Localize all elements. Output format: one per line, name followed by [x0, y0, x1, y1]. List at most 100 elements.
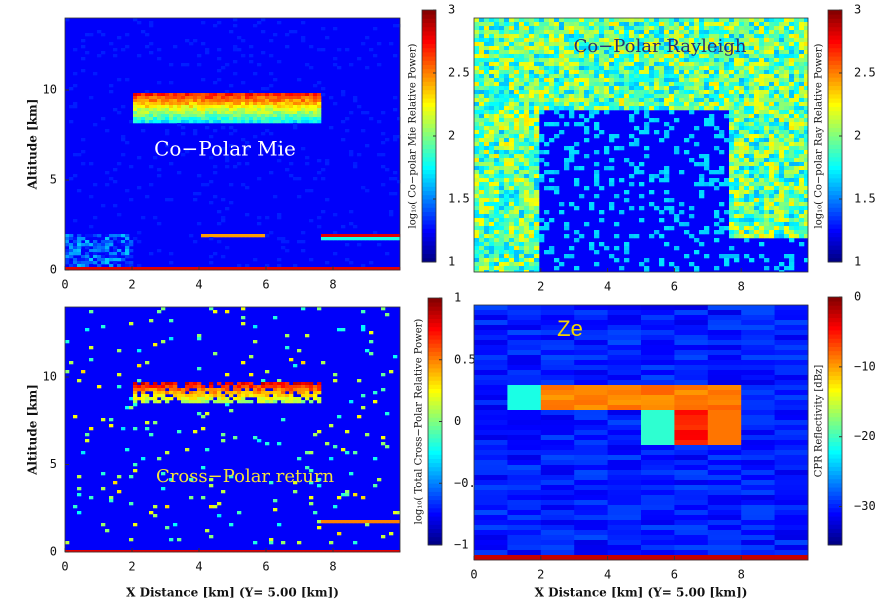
- heatmap-cell: [524, 18, 529, 22]
- heatmap-cell: [559, 50, 564, 54]
- heatmap-cell: [325, 162, 329, 165]
- heatmap-cell: [165, 385, 169, 388]
- heatmap-cell: [619, 62, 624, 66]
- heatmap-cell: [145, 114, 149, 117]
- heatmap-cell: [504, 126, 509, 130]
- heatmap-cell: [709, 62, 714, 66]
- heatmap-cell: [794, 106, 799, 110]
- heatmap-cell: [345, 117, 349, 120]
- heatmap-cell: [649, 30, 654, 34]
- heatmap-cell: [237, 391, 241, 394]
- heatmap-cell: [779, 214, 784, 218]
- heatmap-cell: [269, 132, 273, 135]
- heatmap-cell: [145, 105, 149, 108]
- heatmap-cell: [549, 26, 554, 30]
- heatmap-cell: [514, 66, 519, 70]
- heatmap-cell: [719, 78, 724, 82]
- heatmap-cell: [754, 190, 759, 194]
- x-tick-label: 2: [128, 560, 135, 574]
- colorbar-segment: [428, 426, 442, 431]
- heatmap-cell: [484, 246, 489, 250]
- heatmap-cell: [101, 33, 105, 36]
- heatmap-cell: [265, 93, 269, 96]
- heatmap-cell: [634, 86, 639, 90]
- heatmap-cell: [779, 50, 784, 54]
- heatmap-cell: [499, 70, 504, 74]
- heatmap-cell: [664, 26, 669, 30]
- heatmap-cell: [749, 206, 754, 210]
- heatmap-cell: [724, 18, 729, 22]
- heatmap-cell: [273, 114, 277, 117]
- heatmap-cell: [365, 189, 369, 192]
- heatmap-cell: [754, 78, 759, 82]
- heatmap-cell: [719, 106, 724, 110]
- heatmap-cell: [539, 150, 544, 154]
- heatmap-cell: [257, 93, 261, 96]
- heatmap-cell: [193, 391, 197, 394]
- heatmap-cell: [644, 130, 649, 134]
- heatmap-cell: [639, 206, 644, 210]
- heatmap-cell: [744, 178, 749, 182]
- heatmap-cell: [145, 117, 149, 120]
- heatmap-cell: [629, 162, 634, 166]
- colorbar-segment: [828, 27, 842, 32]
- heatmap-cell: [669, 62, 674, 66]
- heatmap-cell: [185, 120, 189, 123]
- heatmap-cell: [514, 126, 519, 130]
- heatmap-cell: [784, 42, 789, 46]
- heatmap-cell: [221, 394, 225, 397]
- heatmap-cell: [749, 46, 754, 50]
- heatmap-cell: [169, 111, 173, 114]
- heatmap-cell: [133, 102, 137, 105]
- heatmap-cell: [109, 255, 113, 258]
- heatmap-cell: [233, 234, 237, 237]
- heatmap-cell: [261, 379, 265, 382]
- heatmap-cell: [329, 126, 333, 129]
- heatmap-cell: [73, 72, 77, 75]
- heatmap-cell: [608, 325, 642, 330]
- heatmap-cell: [209, 261, 213, 264]
- heatmap-cell: [784, 78, 789, 82]
- heatmap-cell: [494, 66, 499, 70]
- heatmap-cell: [479, 198, 484, 202]
- heatmap-cell: [357, 243, 361, 246]
- heatmap-cell: [604, 74, 609, 78]
- heatmap-cell: [201, 21, 205, 24]
- heatmap-cell: [544, 142, 549, 146]
- heatmap-cell: [273, 99, 277, 102]
- heatmap-cell: [289, 400, 293, 403]
- heatmap-cell: [689, 26, 694, 30]
- heatmap-cell: [305, 394, 309, 397]
- heatmap-cell: [494, 238, 499, 242]
- heatmap-cell: [754, 158, 759, 162]
- heatmap-cell: [799, 134, 804, 138]
- heatmap-cell: [489, 214, 494, 218]
- heatmap-cell: [225, 391, 229, 394]
- heatmap-cell: [789, 190, 794, 194]
- heatmap-cell: [549, 54, 554, 58]
- heatmap-cell: [489, 106, 494, 110]
- heatmap-cell: [325, 237, 329, 240]
- heatmap-cell: [281, 400, 285, 403]
- heatmap-cell: [779, 74, 784, 78]
- heatmap-cell: [301, 231, 305, 234]
- heatmap-cell: [534, 46, 539, 50]
- heatmap-cell: [544, 162, 549, 166]
- heatmap-cell: [101, 51, 105, 54]
- heatmap-cell: [534, 182, 539, 186]
- heatmap-cell: [779, 174, 784, 178]
- heatmap-cell: [93, 237, 97, 240]
- heatmap-cell: [201, 397, 205, 400]
- heatmap-cell: [589, 106, 594, 110]
- heatmap-cell: [479, 250, 484, 254]
- heatmap-cell: [579, 94, 584, 98]
- heatmap-cell: [739, 182, 744, 186]
- heatmap-cell: [784, 174, 789, 178]
- heatmap-cell: [564, 50, 569, 54]
- colorbar-tick-label: 1: [854, 255, 861, 269]
- heatmap-cell: [385, 412, 389, 415]
- heatmap-cell: [489, 158, 494, 162]
- heatmap-cell: [225, 382, 229, 385]
- heatmap-cell: [201, 120, 205, 123]
- heatmap-cell: [724, 74, 729, 78]
